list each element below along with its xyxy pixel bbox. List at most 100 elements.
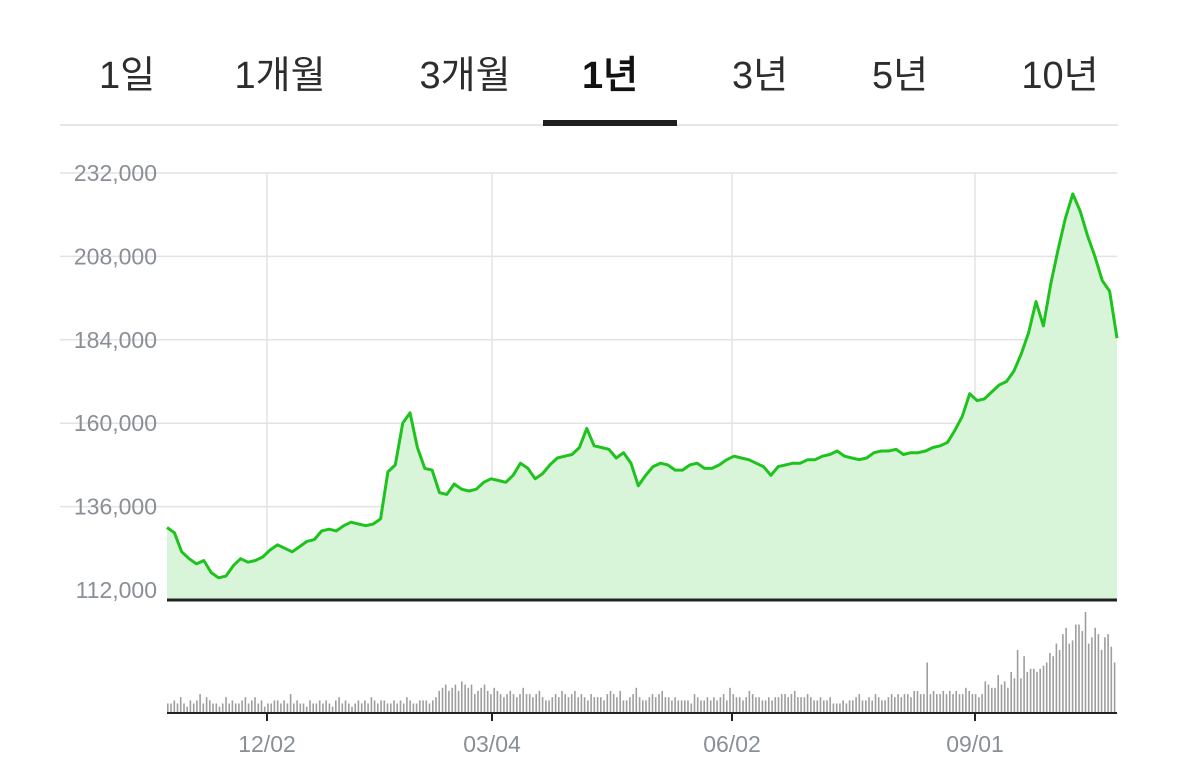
- volume-bar: [432, 700, 434, 713]
- x-tick-label: 06/02: [703, 731, 761, 757]
- volume-bar: [183, 703, 185, 713]
- volume-bar: [170, 703, 172, 713]
- volume-bar: [1065, 627, 1067, 713]
- tab-1-year[interactable]: 1년: [543, 40, 677, 126]
- tab-10-years[interactable]: 10년: [1021, 55, 1099, 97]
- tab-1-day[interactable]: 1일: [98, 55, 156, 97]
- volume-bar: [987, 684, 990, 713]
- volume-bar: [519, 694, 521, 713]
- volume-bar: [638, 697, 641, 713]
- volume-bar: [428, 703, 431, 713]
- volume-bar: [1023, 656, 1025, 713]
- volume-bar: [302, 703, 305, 713]
- volume-bar: [399, 700, 402, 713]
- volume-bar: [803, 697, 806, 713]
- volume-bar: [738, 697, 741, 713]
- tab-3-years[interactable]: 3년: [731, 55, 789, 97]
- volume-bar: [464, 684, 466, 713]
- volume-bar: [538, 690, 541, 713]
- volume-bar: [635, 687, 638, 714]
- volume-bar: [845, 703, 848, 713]
- volume-bar: [444, 684, 447, 713]
- volume-bar: [535, 694, 537, 713]
- volume-bar: [1071, 640, 1074, 713]
- volume-bar: [315, 703, 318, 713]
- volume-bar: [632, 694, 634, 713]
- volume-bar: [522, 687, 524, 714]
- y-tick-label: 112,000: [76, 577, 157, 603]
- volume-bar: [1003, 681, 1006, 713]
- volume-bar: [451, 687, 453, 714]
- volume-bar: [1000, 684, 1003, 713]
- volume-bar: [228, 703, 230, 713]
- volume-bar: [667, 697, 670, 713]
- volume-bar: [260, 700, 263, 713]
- volume-bar: [202, 703, 205, 713]
- volume-bar: [461, 681, 463, 713]
- volume-bar: [196, 700, 198, 713]
- volume-bar: [554, 694, 557, 713]
- volume-bar: [603, 700, 605, 713]
- volume-bar: [558, 697, 560, 713]
- volume-bar: [1081, 630, 1084, 713]
- volume-bar: [1058, 649, 1061, 713]
- volume-bar: [784, 694, 786, 713]
- volume-bar: [351, 706, 353, 713]
- volume-bar: [877, 697, 880, 713]
- volume-bar: [1091, 637, 1093, 714]
- volume-bar: [936, 694, 938, 713]
- volume-bar: [887, 697, 890, 713]
- volume-bar: [296, 700, 298, 713]
- volume-bar: [441, 687, 444, 714]
- volume-bar: [541, 697, 544, 713]
- volume-bar: [328, 703, 331, 713]
- tab-1-month[interactable]: 1개월: [234, 55, 326, 97]
- volume-bar: [280, 703, 282, 713]
- volume-bar: [1052, 656, 1054, 713]
- volume-bar: [726, 700, 728, 713]
- volume-bar: [900, 697, 903, 713]
- volume-bar: [548, 700, 550, 713]
- volume-bar: [331, 706, 334, 713]
- volume-bar: [761, 700, 764, 713]
- volume-bar: [945, 694, 948, 713]
- volume-bars: [167, 612, 1116, 714]
- volume-bar: [596, 697, 599, 713]
- volume-bar: [648, 697, 651, 713]
- volume-bar: [373, 700, 376, 713]
- volume-bar: [577, 697, 579, 713]
- volume-bar: [506, 694, 508, 713]
- volume-bar: [516, 697, 518, 713]
- volume-bar: [713, 697, 715, 713]
- volume-bar: [267, 703, 269, 713]
- volume-bar: [793, 690, 796, 713]
- volume-bar: [225, 697, 227, 713]
- volume-bar: [176, 703, 179, 713]
- volume-bar: [409, 700, 411, 713]
- volume-bar: [390, 703, 392, 713]
- volume-bar: [580, 694, 583, 713]
- volume-bar: [192, 703, 195, 713]
- volume-bar: [338, 697, 340, 713]
- volume-bar: [1068, 643, 1071, 713]
- volume-bar: [293, 703, 295, 713]
- volume-bar: [532, 697, 534, 713]
- volume-bar: [932, 690, 935, 713]
- tab-3-months[interactable]: 3개월: [419, 55, 511, 97]
- tab-5-years[interactable]: 5년: [871, 55, 929, 97]
- y-tick-label: 136,000: [74, 494, 157, 520]
- volume-bar: [745, 697, 747, 713]
- volume-bar: [771, 700, 773, 713]
- volume-bar: [942, 690, 945, 713]
- volume-bar: [719, 697, 722, 713]
- volume-bar: [377, 703, 379, 713]
- volume-bar: [344, 700, 347, 713]
- volume-bar: [819, 697, 822, 713]
- volume-bar: [499, 694, 502, 713]
- volume-bar: [486, 690, 489, 713]
- volume-bar: [916, 690, 919, 713]
- volume-bar: [690, 703, 693, 713]
- volume-bar: [551, 697, 554, 713]
- volume-bar: [218, 706, 221, 713]
- volume-bar: [583, 697, 586, 713]
